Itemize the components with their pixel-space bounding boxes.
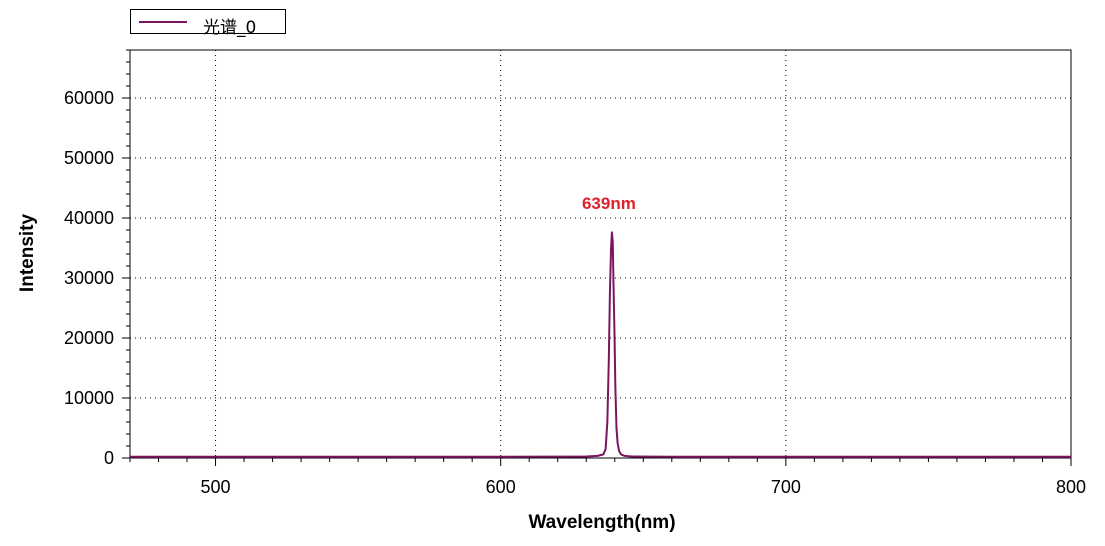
annotations: 639nm	[582, 194, 636, 213]
y-axis-title: Intensity	[17, 214, 38, 293]
legend: 光谱_0	[130, 9, 286, 38]
x-tick-labels: 500 600 700 800	[201, 477, 1087, 497]
series-lines	[130, 231, 1071, 458]
y-tick-label: 0	[104, 448, 114, 468]
series-line-spectrum	[130, 231, 1071, 458]
plot-area-frame	[129, 49, 1072, 459]
axis-ticks	[122, 49, 1072, 466]
y-tick-label: 30000	[64, 268, 114, 288]
y-tick-label: 40000	[64, 208, 114, 228]
grid-lines	[130, 50, 1071, 458]
legend-label-spectrum: 光谱_0	[203, 18, 257, 38]
y-tick-label: 60000	[64, 88, 114, 108]
x-tick-label: 500	[201, 477, 231, 497]
y-tick-label: 10000	[64, 388, 114, 408]
x-tick-label: 600	[486, 477, 516, 497]
y-tick-label: 50000	[64, 148, 114, 168]
x-axis-title: Wavelength(nm)	[528, 512, 675, 533]
legend-swatch-spectrum	[139, 21, 187, 23]
peak-annotation: 639nm	[582, 194, 636, 213]
y-tick-labels: 0 10000 20000 30000 40000 50000 60000	[64, 88, 114, 468]
y-tick-label: 20000	[64, 328, 114, 348]
x-tick-label: 700	[771, 477, 801, 497]
x-tick-label: 800	[1056, 477, 1086, 497]
